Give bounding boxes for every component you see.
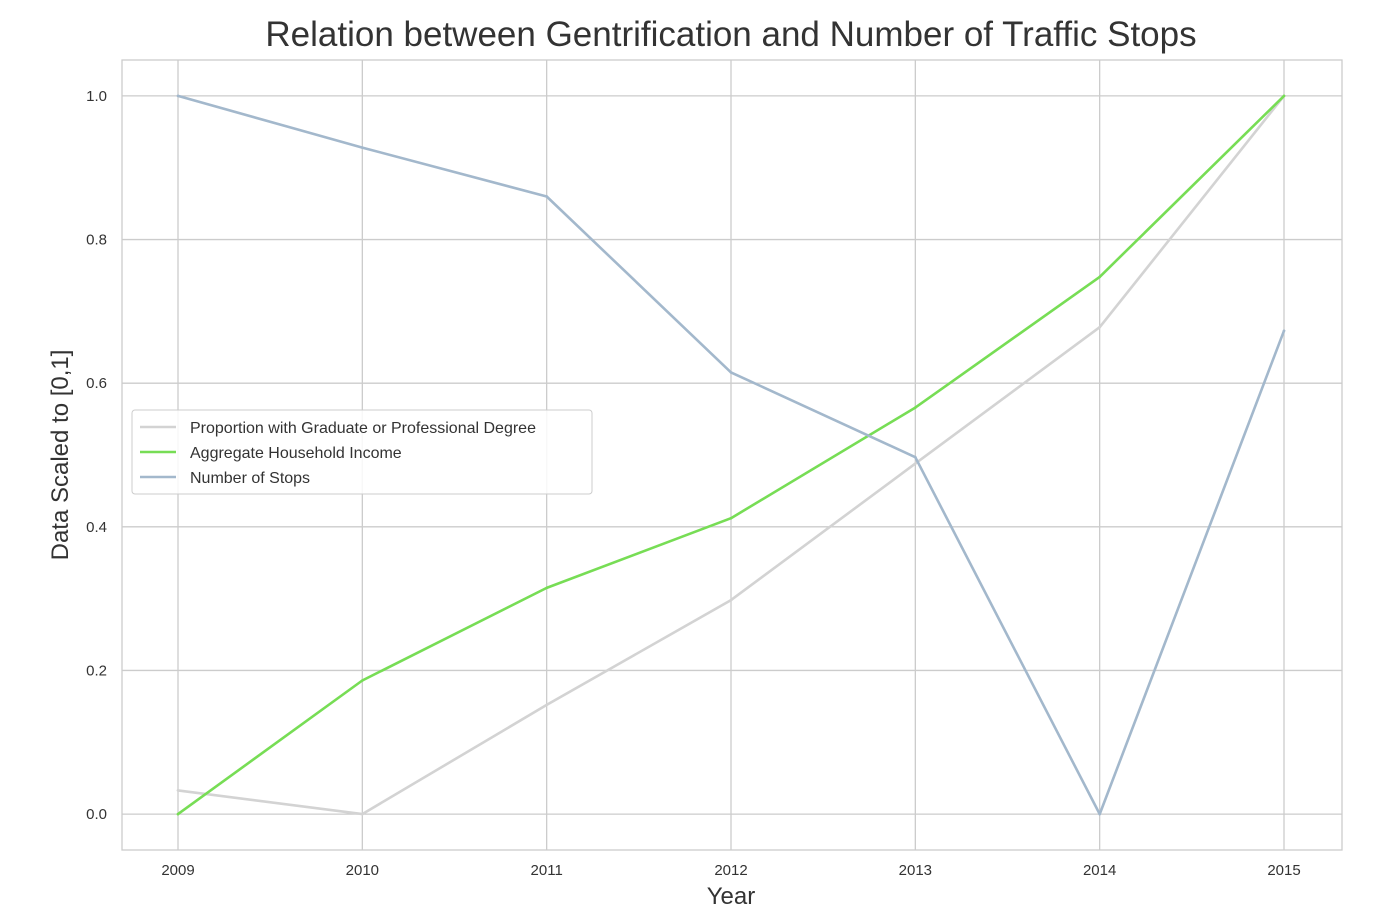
series-2-point bbox=[914, 406, 917, 409]
legend-label: Proportion with Graduate or Professional… bbox=[190, 420, 536, 437]
series-2-point bbox=[545, 586, 548, 590]
series-1-point bbox=[361, 812, 364, 816]
legend-label: Number of Stops bbox=[190, 470, 310, 487]
x-tick-label: 2015 bbox=[1267, 862, 1300, 879]
legend-label: Aggregate Household Income bbox=[190, 445, 402, 462]
series-1-point bbox=[176, 789, 180, 792]
x-tick-label: 2011 bbox=[531, 862, 563, 879]
series-2-point bbox=[1282, 94, 1286, 98]
y-tick-label: 0.4 bbox=[86, 519, 107, 536]
legend: Proportion with Graduate or Professional… bbox=[131, 409, 593, 495]
series-3-point bbox=[1098, 812, 1101, 816]
y-tick-label: 0.0 bbox=[86, 806, 107, 823]
series-2-point bbox=[361, 679, 364, 682]
y-tick-label: 0.2 bbox=[86, 662, 107, 679]
series-2-point bbox=[729, 516, 733, 520]
series-1-point bbox=[729, 598, 733, 602]
series-3-point bbox=[1282, 329, 1286, 333]
series-1-point bbox=[914, 462, 917, 465]
x-tick-label: 2013 bbox=[899, 862, 932, 879]
x-axis-title: Year bbox=[707, 883, 756, 910]
x-tick-label: 2009 bbox=[161, 862, 194, 879]
plot-frame bbox=[121, 59, 1343, 851]
y-tick-label: 0.8 bbox=[86, 232, 107, 249]
series-2-point bbox=[176, 812, 180, 816]
series-3-point bbox=[361, 146, 364, 149]
series-1-point bbox=[545, 703, 548, 707]
y-tick-label: 0.6 bbox=[86, 375, 107, 392]
x-tick-label: 2014 bbox=[1083, 862, 1116, 879]
tick-labels: 2009 2010 2011 2012 2013 2014 2015 0.0 0.2 0.4 0.6… bbox=[86, 88, 1301, 879]
chart-title: Relation between Gentrification and Numb… bbox=[265, 15, 1196, 54]
x-tick-label: 2010 bbox=[346, 862, 379, 879]
series-3-point bbox=[545, 195, 548, 198]
y-tick-label: 1.0 bbox=[86, 88, 107, 105]
legend-box bbox=[131, 409, 593, 495]
series-1-point bbox=[1098, 325, 1101, 329]
legend-items: Proportion with Graduate or Professional… bbox=[140, 420, 536, 487]
x-tick-label: 2012 bbox=[714, 862, 747, 879]
y-axis-title: Data Scaled to [0,1] bbox=[47, 350, 74, 561]
series-3-point bbox=[176, 94, 180, 98]
series-3-point bbox=[914, 455, 917, 459]
series-lines bbox=[176, 94, 1286, 816]
series-3-point bbox=[729, 371, 733, 374]
series-2-point bbox=[1098, 275, 1101, 279]
